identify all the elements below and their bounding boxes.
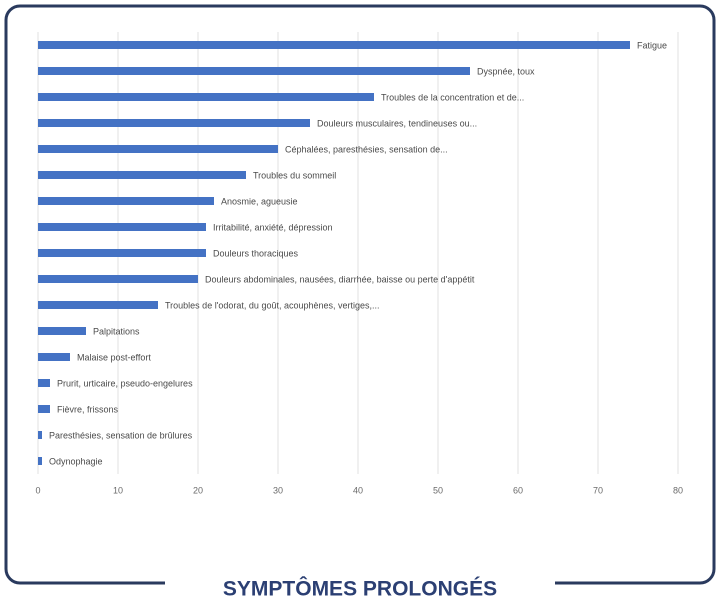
x-tick-label: 10 [113,485,123,495]
bar-label: Prurit, urticaire, pseudo-engelures [57,378,193,388]
bar-label: Palpitations [93,326,140,336]
x-tick-label: 80 [673,485,683,495]
x-tick-label: 40 [353,485,363,495]
bar-label: Céphalées, paresthésies, sensation de... [285,144,448,154]
bar [38,67,470,75]
bar [38,249,206,257]
bar [38,301,158,309]
bar-label: Paresthésies, sensation de brûlures [49,430,193,440]
bar [38,197,214,205]
x-tick-label: 20 [193,485,203,495]
bar [38,379,50,387]
bar [38,119,310,127]
x-tick-label: 70 [593,485,603,495]
bar-label: Douleurs musculaires, tendineuses ou... [317,118,477,128]
bar [38,171,246,179]
bar-label: Odynophagie [49,456,103,466]
card [4,4,716,585]
bar [38,353,70,361]
bar-label: Troubles de la concentration et de... [381,92,524,102]
bar-label: Anosmie, agueusie [221,196,298,206]
bar [38,275,198,283]
bar [38,223,206,231]
bar [38,93,374,101]
bar-label: Troubles de l'odorat, du goût, acouphène… [165,300,380,310]
x-tick-label: 30 [273,485,283,495]
bar-label: Fièvre, frissons [57,404,119,414]
bar [38,145,278,153]
bar [38,431,42,439]
x-tick-label: 0 [35,485,40,495]
bar [38,405,50,413]
bar [38,41,630,49]
title-box [165,566,555,611]
bar-label: Fatigue [637,40,667,50]
bar-label: Dyspnée, toux [477,66,535,76]
bar-label: Irritabilité, anxiété, dépression [213,222,333,232]
chart-title: SYMPTÔMES PROLONGÉS [223,577,497,601]
bar-label: Douleurs thoraciques [213,248,299,258]
bar [38,457,42,465]
bar [38,327,86,335]
x-tick-label: 50 [433,485,443,495]
bar-label: Malaise post-effort [77,352,151,362]
bar-label: Douleurs abdominales, nausées, diarrhée,… [205,274,475,284]
x-tick-label: 60 [513,485,523,495]
bar-label: Troubles du sommeil [253,170,336,180]
